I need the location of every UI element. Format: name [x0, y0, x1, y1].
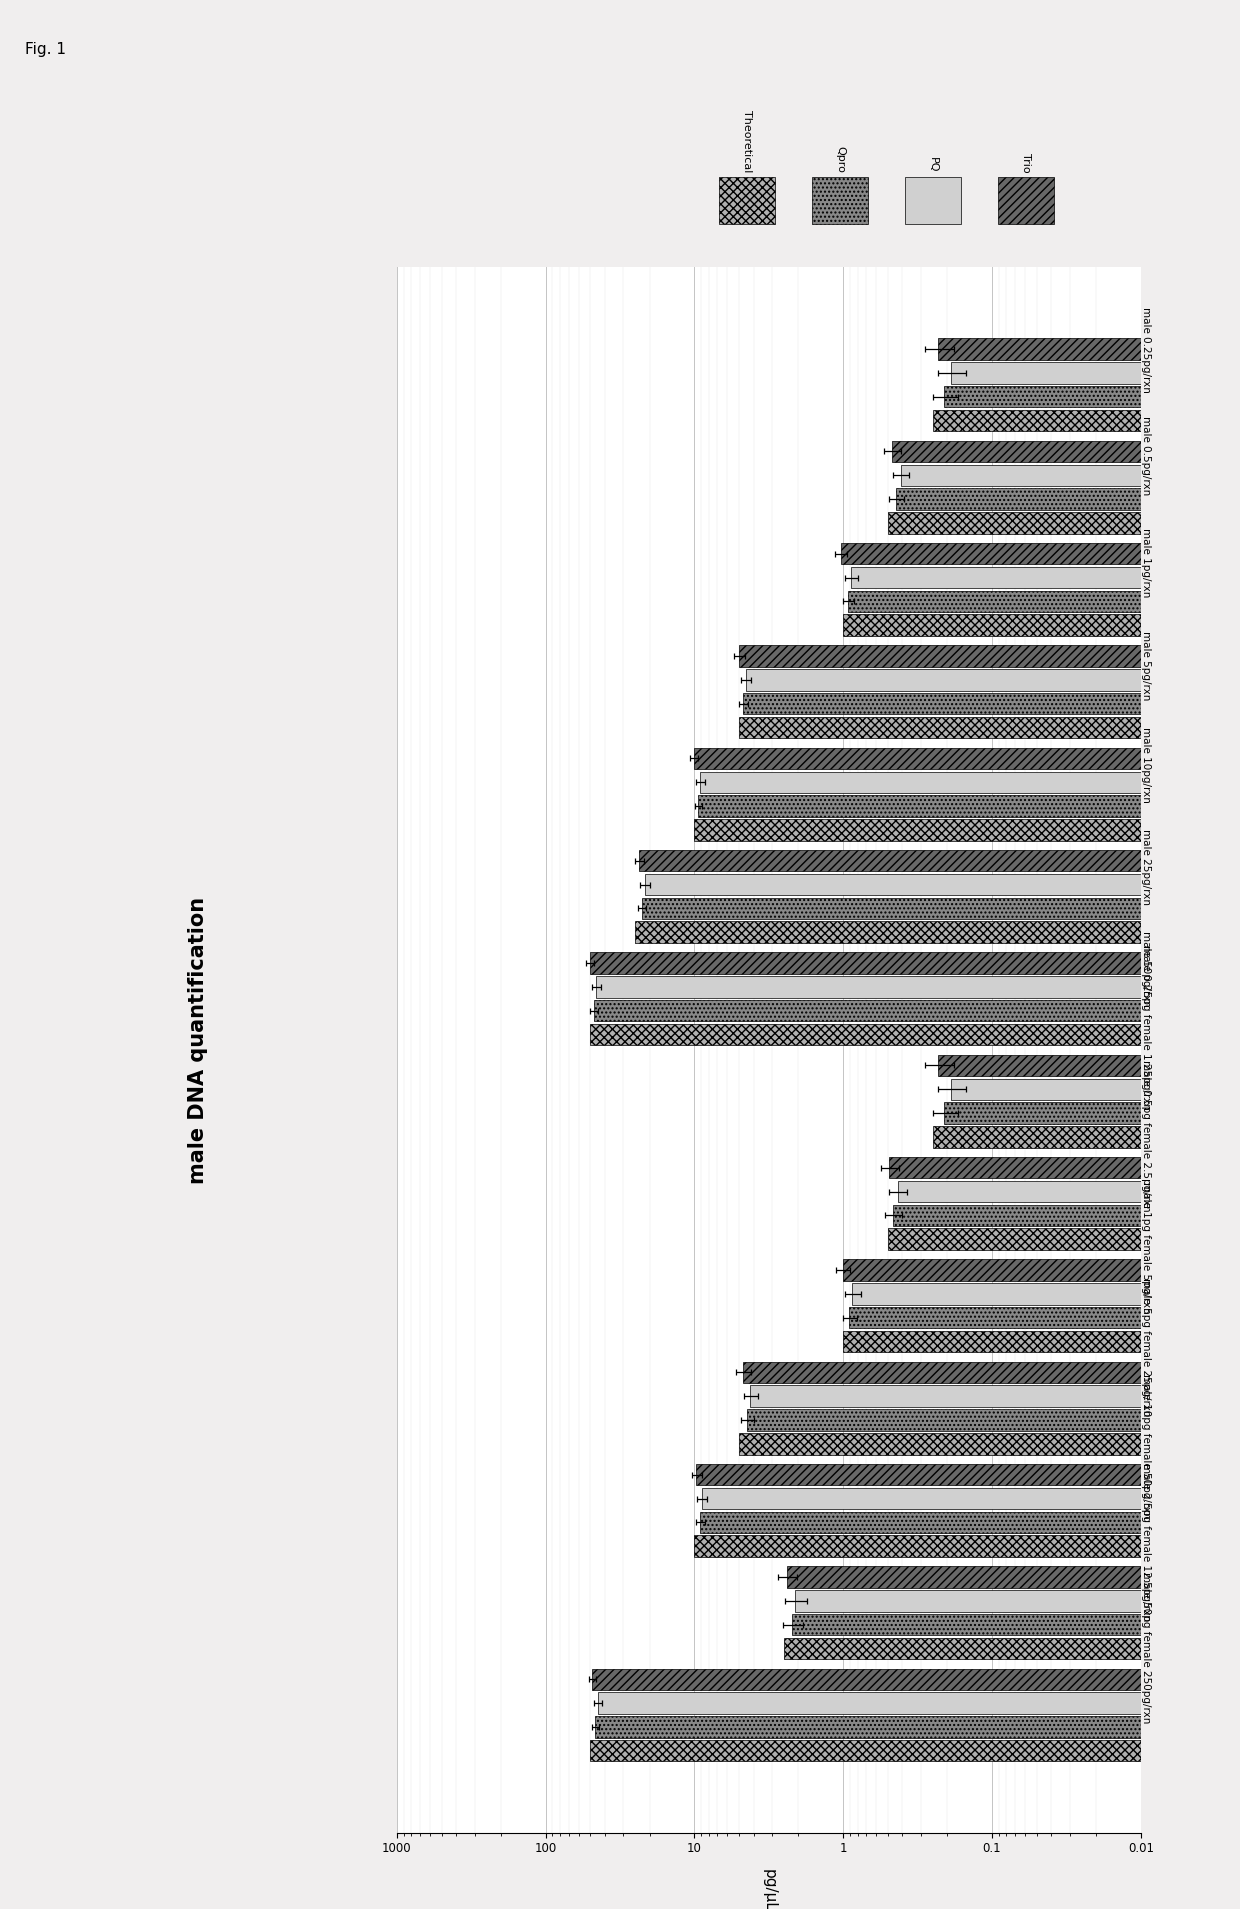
Bar [698, 796, 1240, 817]
Bar [598, 1693, 1240, 1714]
Text: Theoretical: Theoretical [742, 111, 753, 172]
Bar [639, 850, 1240, 872]
Bar [590, 1741, 1240, 1762]
Bar [944, 386, 1240, 407]
X-axis label: pg/μL: pg/μL [761, 1869, 776, 1909]
Bar [951, 1079, 1240, 1100]
Bar [743, 693, 1240, 714]
Text: PQ: PQ [928, 157, 939, 172]
Bar [849, 1308, 1240, 1329]
Bar [701, 771, 1240, 792]
Bar [892, 441, 1240, 462]
Bar [596, 975, 1240, 998]
Bar [888, 512, 1240, 533]
Bar [595, 1716, 1240, 1737]
Bar [642, 897, 1240, 918]
Bar [897, 489, 1240, 510]
Bar [843, 615, 1240, 636]
Bar [594, 1000, 1240, 1021]
Bar [843, 1331, 1240, 1352]
Bar [898, 1182, 1240, 1203]
Bar [694, 1535, 1240, 1558]
Bar [748, 1409, 1240, 1430]
Bar [900, 464, 1240, 487]
Bar [939, 338, 1240, 359]
Bar [792, 1613, 1240, 1636]
Bar [842, 1260, 1240, 1281]
Bar [590, 953, 1240, 974]
Bar [645, 874, 1240, 895]
Bar [746, 670, 1240, 691]
Bar [590, 1023, 1240, 1046]
Bar [739, 1434, 1240, 1455]
Bar [701, 1512, 1240, 1533]
Bar [795, 1590, 1240, 1611]
Bar [848, 590, 1240, 613]
Text: male DNA quantification: male DNA quantification [188, 897, 208, 1184]
Bar [697, 1464, 1240, 1485]
Bar [702, 1487, 1240, 1510]
Bar [888, 1227, 1240, 1250]
Bar [951, 363, 1240, 384]
Bar [635, 922, 1240, 943]
Bar [841, 542, 1240, 565]
Bar [893, 1205, 1240, 1226]
Bar [932, 410, 1240, 431]
Text: Trio: Trio [1021, 153, 1032, 172]
Bar [739, 716, 1240, 739]
Bar [739, 645, 1240, 666]
Bar [852, 1283, 1240, 1304]
Bar [750, 1386, 1240, 1407]
Bar [694, 819, 1240, 840]
Bar [693, 748, 1240, 769]
Bar [786, 1567, 1240, 1588]
Bar [944, 1101, 1240, 1124]
Bar [784, 1638, 1240, 1659]
Bar [743, 1361, 1240, 1384]
Bar [852, 567, 1240, 588]
Bar [593, 1668, 1240, 1689]
Text: Qpro: Qpro [835, 145, 846, 172]
Text: Fig. 1: Fig. 1 [25, 42, 66, 57]
Bar [939, 1054, 1240, 1077]
Bar [932, 1126, 1240, 1147]
Bar [889, 1157, 1240, 1178]
